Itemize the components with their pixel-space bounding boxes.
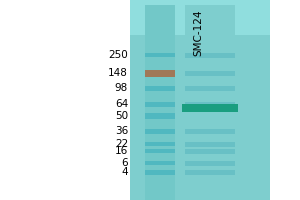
Bar: [145, 53, 175, 57]
Bar: [145, 142, 175, 146]
Bar: [185, 170, 235, 175]
Bar: [185, 149, 235, 154]
Text: SMC-124: SMC-124: [193, 10, 203, 56]
Text: 148: 148: [108, 68, 128, 78]
Bar: [145, 113, 175, 119]
Bar: [185, 161, 235, 166]
Bar: [145, 102, 175, 107]
Bar: [185, 142, 235, 147]
Text: 250: 250: [108, 50, 128, 60]
Bar: [145, 129, 175, 134]
Bar: [185, 53, 235, 58]
Text: 4: 4: [122, 167, 128, 177]
Bar: [185, 102, 235, 107]
Bar: [145, 5, 175, 200]
Bar: [145, 86, 175, 91]
Text: 6: 6: [122, 158, 128, 168]
Bar: [145, 170, 175, 175]
Text: 22: 22: [115, 139, 128, 149]
Bar: [185, 129, 235, 134]
Bar: [145, 161, 175, 165]
Text: 98: 98: [115, 83, 128, 93]
Bar: [145, 70, 175, 77]
Bar: [182, 104, 238, 112]
Bar: [145, 149, 175, 153]
Bar: [185, 71, 235, 76]
Bar: [185, 5, 235, 200]
Text: 16: 16: [115, 146, 128, 156]
Bar: [130, 0, 270, 35]
Bar: [185, 86, 235, 91]
Bar: [130, 5, 270, 200]
Text: 50: 50: [115, 111, 128, 121]
Text: 36: 36: [115, 126, 128, 136]
Text: 64: 64: [115, 99, 128, 109]
